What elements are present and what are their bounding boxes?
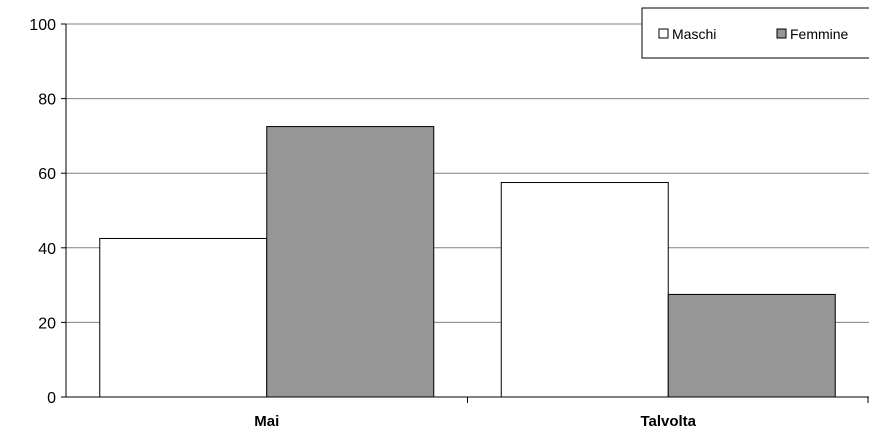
- bar-femmine-mai: [266, 126, 435, 398]
- y-tick-label: 0: [47, 390, 56, 407]
- y-tick-label: 20: [38, 315, 56, 332]
- legend-swatch-maschi: [658, 28, 669, 39]
- y-tick-label: 80: [38, 92, 56, 109]
- y-tick-label: 40: [38, 241, 56, 258]
- bar-femmine-talvolta: [667, 293, 836, 398]
- legend-label-maschi: Maschi: [672, 26, 716, 42]
- legend: Maschi Femmine: [641, 7, 869, 59]
- bar-maschi-mai: [99, 237, 268, 398]
- y-tick-label: 60: [38, 166, 56, 183]
- y-tick-label: 100: [29, 17, 56, 34]
- y-axis-ticks: 0 20 40 60 80 100: [29, 17, 66, 407]
- legend-box: [641, 7, 869, 59]
- legend-swatch-femmine: [776, 28, 787, 39]
- bars: [99, 126, 836, 398]
- x-axis-categories: Mai Talvolta: [254, 397, 869, 430]
- x-category-label: Talvolta: [640, 413, 696, 430]
- bar-maschi-talvolta: [500, 182, 669, 398]
- legend-label-femmine: Femmine: [790, 26, 849, 42]
- x-category-label: Mai: [254, 413, 279, 430]
